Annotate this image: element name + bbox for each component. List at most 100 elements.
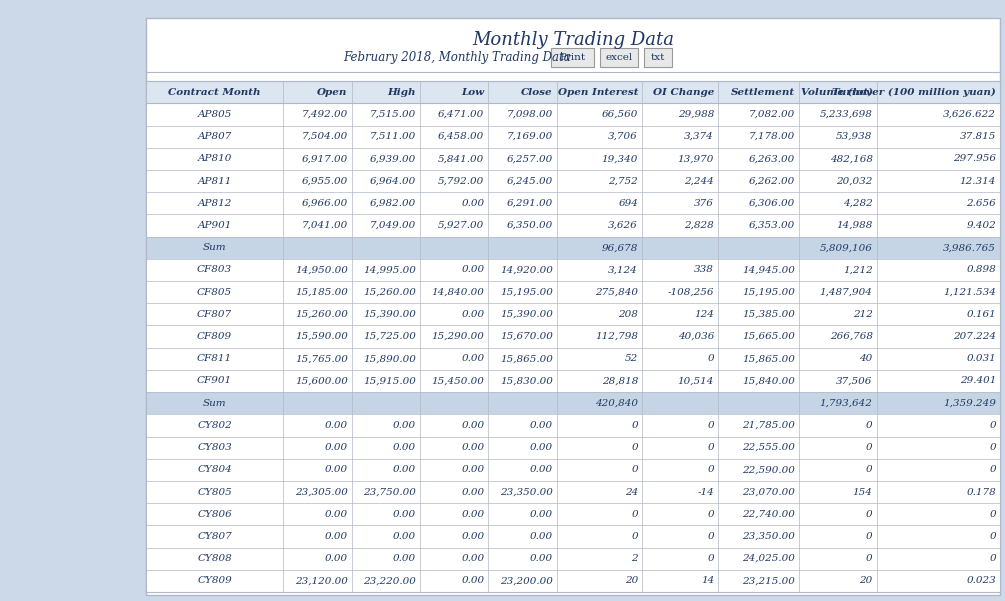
FancyBboxPatch shape — [146, 370, 1000, 392]
Text: 3,986.765: 3,986.765 — [943, 243, 996, 252]
Text: 694: 694 — [618, 199, 638, 208]
Text: 7,049.00: 7,049.00 — [370, 221, 416, 230]
Text: 0: 0 — [708, 532, 715, 541]
FancyBboxPatch shape — [146, 103, 1000, 126]
Text: 0.00: 0.00 — [393, 532, 416, 541]
Text: 0.00: 0.00 — [461, 443, 484, 452]
Text: CY808: CY808 — [197, 554, 232, 563]
Text: 124: 124 — [694, 310, 715, 319]
Text: 0.00: 0.00 — [325, 532, 348, 541]
Text: 6,262.00: 6,262.00 — [749, 177, 795, 186]
Text: 6,471.00: 6,471.00 — [438, 110, 484, 119]
Text: 22,590.00: 22,590.00 — [742, 465, 795, 474]
Text: 14,920.00: 14,920.00 — [499, 266, 553, 275]
Text: 0.00: 0.00 — [393, 465, 416, 474]
Text: 0.00: 0.00 — [530, 554, 553, 563]
Text: 0: 0 — [866, 510, 872, 519]
Text: 0.00: 0.00 — [325, 443, 348, 452]
Text: 52: 52 — [625, 354, 638, 363]
FancyBboxPatch shape — [146, 18, 1000, 595]
Text: 15,390.00: 15,390.00 — [363, 310, 416, 319]
Text: 28,818: 28,818 — [602, 376, 638, 385]
Text: 6,964.00: 6,964.00 — [370, 177, 416, 186]
Text: AP810: AP810 — [197, 154, 232, 163]
Text: Contract Month: Contract Month — [168, 88, 260, 97]
Text: 6,966.00: 6,966.00 — [302, 199, 348, 208]
Text: 6,350.00: 6,350.00 — [507, 221, 553, 230]
Text: 0.00: 0.00 — [325, 510, 348, 519]
Text: 297.956: 297.956 — [953, 154, 996, 163]
Text: 0: 0 — [989, 465, 996, 474]
Text: 0.00: 0.00 — [461, 354, 484, 363]
Text: 23,120.00: 23,120.00 — [294, 576, 348, 585]
Text: 20: 20 — [625, 576, 638, 585]
Text: 266,768: 266,768 — [829, 332, 872, 341]
Text: 0: 0 — [989, 443, 996, 452]
Text: CF811: CF811 — [197, 354, 232, 363]
Text: 15,195.00: 15,195.00 — [742, 288, 795, 297]
Text: 15,195.00: 15,195.00 — [499, 288, 553, 297]
Text: 15,665.00: 15,665.00 — [742, 332, 795, 341]
Text: 0.00: 0.00 — [461, 576, 484, 585]
Text: 5,927.00: 5,927.00 — [438, 221, 484, 230]
Text: -108,256: -108,256 — [667, 288, 715, 297]
FancyBboxPatch shape — [146, 192, 1000, 215]
Text: Sum: Sum — [203, 243, 226, 252]
FancyBboxPatch shape — [146, 459, 1000, 481]
Text: 1,487,904: 1,487,904 — [820, 288, 872, 297]
Text: Sum: Sum — [203, 398, 226, 407]
Text: 0: 0 — [866, 554, 872, 563]
Text: CF805: CF805 — [197, 288, 232, 297]
Text: 15,865.00: 15,865.00 — [742, 354, 795, 363]
Text: 5,233,698: 5,233,698 — [820, 110, 872, 119]
Text: Open Interest: Open Interest — [558, 88, 638, 97]
Text: AP807: AP807 — [197, 132, 232, 141]
Text: 0.00: 0.00 — [461, 199, 484, 208]
Text: CY802: CY802 — [197, 421, 232, 430]
Text: 0.00: 0.00 — [325, 465, 348, 474]
Text: 0: 0 — [631, 532, 638, 541]
Text: Print: Print — [560, 53, 585, 62]
Text: 0: 0 — [989, 510, 996, 519]
Text: Settlement: Settlement — [731, 88, 795, 97]
Text: 3,706: 3,706 — [608, 132, 638, 141]
FancyBboxPatch shape — [146, 436, 1000, 459]
Text: 15,840.00: 15,840.00 — [742, 376, 795, 385]
Text: 0: 0 — [989, 532, 996, 541]
Text: Low: Low — [461, 88, 484, 97]
Text: 24: 24 — [625, 487, 638, 496]
Text: 0: 0 — [866, 443, 872, 452]
Text: 15,830.00: 15,830.00 — [499, 376, 553, 385]
Text: 0.898: 0.898 — [966, 266, 996, 275]
Text: 0.178: 0.178 — [966, 487, 996, 496]
Text: 207.224: 207.224 — [953, 332, 996, 341]
Text: 23,200.00: 23,200.00 — [499, 576, 553, 585]
Text: 1,121.534: 1,121.534 — [943, 288, 996, 297]
Text: 338: 338 — [694, 266, 715, 275]
Text: Open: Open — [318, 88, 348, 97]
Text: CY804: CY804 — [197, 465, 232, 474]
Text: 0.00: 0.00 — [393, 421, 416, 430]
Text: 208: 208 — [618, 310, 638, 319]
Text: February 2018, Monthly Trading Data: February 2018, Monthly Trading Data — [344, 51, 571, 64]
Text: 20: 20 — [859, 576, 872, 585]
Text: 14,840.00: 14,840.00 — [431, 288, 484, 297]
Text: 6,291.00: 6,291.00 — [507, 199, 553, 208]
Text: 15,865.00: 15,865.00 — [499, 354, 553, 363]
Text: 14,945.00: 14,945.00 — [742, 266, 795, 275]
Text: 2: 2 — [631, 554, 638, 563]
Text: 29,988: 29,988 — [677, 110, 715, 119]
Text: 0.00: 0.00 — [530, 465, 553, 474]
FancyBboxPatch shape — [146, 570, 1000, 592]
Text: 154: 154 — [852, 487, 872, 496]
Text: 0: 0 — [989, 421, 996, 430]
Text: 3,626: 3,626 — [608, 221, 638, 230]
Text: CY807: CY807 — [197, 532, 232, 541]
Text: 3,626.622: 3,626.622 — [943, 110, 996, 119]
Text: 0: 0 — [631, 510, 638, 519]
Text: 23,350.00: 23,350.00 — [742, 532, 795, 541]
Text: 0.00: 0.00 — [461, 465, 484, 474]
Text: 37.815: 37.815 — [960, 132, 996, 141]
Text: 22,555.00: 22,555.00 — [742, 443, 795, 452]
Text: CF803: CF803 — [197, 266, 232, 275]
